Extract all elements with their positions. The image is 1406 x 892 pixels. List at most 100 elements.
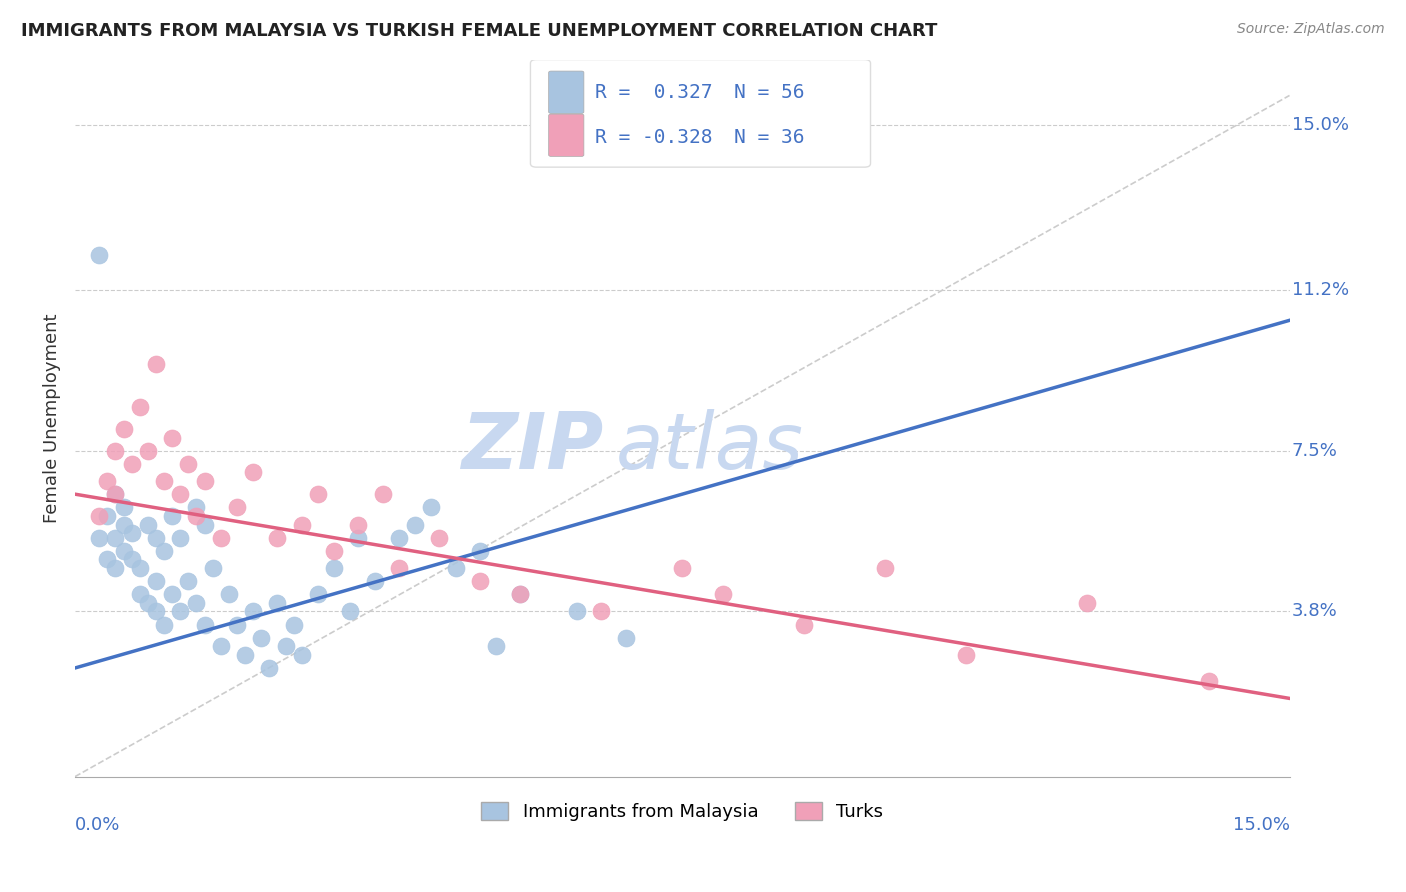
Point	[96, 474, 118, 488]
Point	[136, 517, 159, 532]
Point	[160, 508, 183, 523]
Point	[565, 605, 588, 619]
Point	[614, 631, 637, 645]
Point	[307, 487, 329, 501]
Point	[177, 457, 200, 471]
Point	[266, 531, 288, 545]
Y-axis label: Female Unemployment: Female Unemployment	[44, 313, 60, 523]
Point	[444, 561, 467, 575]
Point	[177, 574, 200, 588]
Point	[145, 357, 167, 371]
Point	[427, 531, 450, 545]
Text: 0.0%: 0.0%	[75, 816, 121, 834]
Point	[371, 487, 394, 501]
FancyBboxPatch shape	[530, 60, 870, 167]
Text: IMMIGRANTS FROM MALAYSIA VS TURKISH FEMALE UNEMPLOYMENT CORRELATION CHART: IMMIGRANTS FROM MALAYSIA VS TURKISH FEMA…	[21, 22, 938, 40]
Point	[169, 531, 191, 545]
Text: R = -0.328: R = -0.328	[595, 128, 713, 146]
Point	[186, 508, 208, 523]
Point	[121, 457, 143, 471]
Point	[145, 574, 167, 588]
Point	[96, 508, 118, 523]
Point	[112, 543, 135, 558]
Point	[363, 574, 385, 588]
Point	[468, 574, 491, 588]
Text: atlas: atlas	[616, 409, 803, 484]
Point	[291, 648, 314, 662]
Point	[291, 517, 314, 532]
Point	[388, 561, 411, 575]
Point	[128, 561, 150, 575]
Point	[112, 422, 135, 436]
Legend: Immigrants from Malaysia, Turks: Immigrants from Malaysia, Turks	[474, 795, 890, 829]
Point	[509, 587, 531, 601]
Point	[193, 474, 215, 488]
Text: N = 56: N = 56	[734, 83, 806, 102]
Point	[104, 487, 127, 501]
Point	[136, 443, 159, 458]
Point	[266, 596, 288, 610]
Point	[201, 561, 224, 575]
Text: 7.5%: 7.5%	[1292, 442, 1339, 459]
Point	[153, 617, 176, 632]
Point	[209, 531, 232, 545]
Point	[186, 500, 208, 515]
Point	[128, 587, 150, 601]
Point	[404, 517, 426, 532]
Point	[307, 587, 329, 601]
Point	[226, 617, 249, 632]
FancyBboxPatch shape	[548, 114, 583, 156]
FancyBboxPatch shape	[548, 71, 583, 113]
Point	[145, 531, 167, 545]
Text: 15.0%: 15.0%	[1292, 116, 1348, 134]
Point	[323, 561, 346, 575]
Point	[226, 500, 249, 515]
Point	[104, 531, 127, 545]
Point	[169, 605, 191, 619]
Text: N = 36: N = 36	[734, 128, 806, 146]
Point	[104, 561, 127, 575]
Point	[169, 487, 191, 501]
Point	[468, 543, 491, 558]
Point	[153, 543, 176, 558]
Point	[793, 617, 815, 632]
Point	[485, 640, 508, 654]
Point	[388, 531, 411, 545]
Point	[193, 617, 215, 632]
Point	[89, 248, 111, 262]
Point	[186, 596, 208, 610]
Point	[250, 631, 273, 645]
Point	[711, 587, 734, 601]
Point	[420, 500, 443, 515]
Point	[121, 526, 143, 541]
Point	[145, 605, 167, 619]
Point	[209, 640, 232, 654]
Point	[104, 487, 127, 501]
Point	[873, 561, 896, 575]
Text: 11.2%: 11.2%	[1292, 281, 1350, 299]
Point	[233, 648, 256, 662]
Point	[193, 517, 215, 532]
Point	[671, 561, 693, 575]
Point	[1198, 673, 1220, 688]
Point	[104, 443, 127, 458]
Point	[347, 517, 370, 532]
Point	[160, 431, 183, 445]
Text: 15.0%: 15.0%	[1233, 816, 1289, 834]
Point	[121, 552, 143, 566]
Point	[153, 474, 176, 488]
Point	[160, 587, 183, 601]
Point	[89, 508, 111, 523]
Text: ZIP: ZIP	[461, 409, 603, 484]
Text: Source: ZipAtlas.com: Source: ZipAtlas.com	[1237, 22, 1385, 37]
Point	[112, 500, 135, 515]
Point	[112, 517, 135, 532]
Point	[955, 648, 977, 662]
Point	[259, 661, 281, 675]
Point	[509, 587, 531, 601]
Point	[283, 617, 305, 632]
Point	[591, 605, 613, 619]
Point	[242, 605, 264, 619]
Point	[96, 552, 118, 566]
Point	[242, 466, 264, 480]
